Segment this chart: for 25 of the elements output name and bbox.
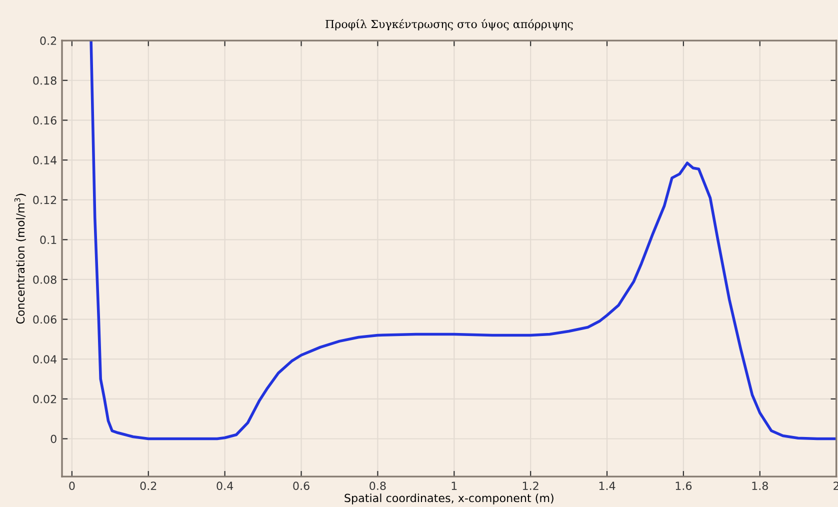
y-tick-label: 0.04 bbox=[33, 355, 57, 364]
y-tick-label: 0.2 bbox=[40, 36, 56, 45]
y-tick-label: 0.08 bbox=[33, 275, 56, 284]
x-tick-label: 1.4 bbox=[599, 482, 616, 490]
y-tick-label: 0.02 bbox=[33, 394, 56, 404]
y-tick-label: 0.18 bbox=[33, 76, 56, 85]
x-tick-label: 0.6 bbox=[293, 482, 310, 490]
x-axis-title: Spatial coordinates, x-component (m) bbox=[344, 494, 554, 504]
x-tick-label: 1.6 bbox=[676, 482, 692, 490]
x-tick-label: 0.4 bbox=[216, 482, 234, 490]
y-tick-label: 0.16 bbox=[33, 116, 56, 125]
chart-title: Προφίλ Συγκέντρωσης στο ύψος απόρριψης bbox=[326, 19, 573, 30]
x-tick-label: 0.8 bbox=[370, 482, 386, 490]
y-tick-label: 0 bbox=[50, 434, 56, 444]
x-tick-label: 1.2 bbox=[522, 482, 538, 490]
y-tick-label: 0.06 bbox=[33, 315, 56, 324]
x-tick-label: 0 bbox=[69, 482, 75, 490]
y-tick-label: 0.1 bbox=[40, 236, 56, 244]
x-tick-label: 1 bbox=[452, 482, 457, 490]
y-tick-label: 0.14 bbox=[33, 156, 57, 164]
x-tick-label: 1.8 bbox=[752, 482, 768, 490]
x-tick-label: 0.2 bbox=[140, 482, 156, 490]
y-tick-label: 0.12 bbox=[33, 196, 56, 204]
y-axis-title: Concentration (mol/m$^{3}$) bbox=[14, 194, 26, 324]
line-series bbox=[90, 40, 836, 440]
